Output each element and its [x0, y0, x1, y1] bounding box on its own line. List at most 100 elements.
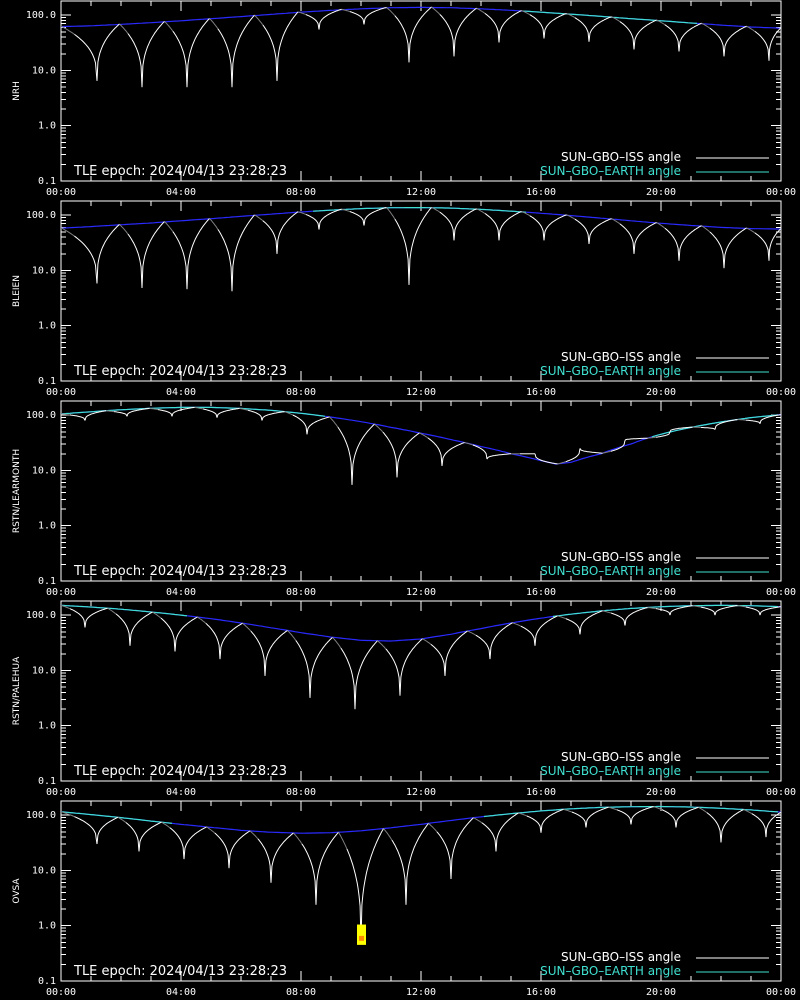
iss-angle-segment	[219, 622, 243, 660]
iss-angle-shadow-segment	[149, 407, 159, 411]
iss-angle-shadow-segment	[608, 806, 618, 811]
iss-angle-segment	[484, 12, 500, 43]
iss-angle-segment	[427, 437, 443, 467]
iss-angle-segment	[183, 826, 207, 860]
iss-angle-segment	[534, 453, 558, 465]
iss-angle-shadow-segment	[164, 20, 174, 32]
iss-angle-shadow-segment	[518, 812, 528, 817]
y-tick-label: 0.1	[38, 576, 56, 587]
iss-angle-shadow-segment	[386, 207, 396, 220]
iss-angle-segment	[574, 17, 590, 42]
x-tick-label: 00:00	[46, 187, 76, 198]
iss-angle-shadow-segment	[341, 8, 351, 13]
iss-angle-segment	[453, 7, 477, 57]
iss-angle-shadow-segment	[209, 218, 219, 230]
x-tick-label: 00:00	[46, 987, 76, 998]
iss-angle-segment	[579, 610, 603, 635]
panel-ovsa: 0.1 1.0 10.0 100.0 00:00 04:00 08:00 12:00 16:00…	[12, 800, 796, 998]
iss-angle-segment	[540, 808, 564, 833]
iss-angle-segment	[720, 809, 744, 843]
iss-angle-segment	[759, 606, 782, 616]
iss-angle-segment	[306, 416, 330, 435]
iss-angle-segment	[160, 617, 176, 652]
y-tick-label: 0.1	[38, 176, 56, 187]
y-tick-label: 1.0	[38, 921, 56, 932]
tle-epoch-text: TLE epoch: 2024/04/13 23:28:23	[73, 564, 287, 579]
legend-iss-label: SUN–GBO–ISS angle	[561, 750, 681, 764]
y-axis-label: BLEIEN	[12, 275, 22, 307]
iss-angle-segment	[616, 809, 632, 825]
iss-angle-segment	[439, 211, 455, 241]
iss-angle-shadow-segment	[383, 828, 393, 841]
iss-angle-shadow-segment	[602, 450, 612, 454]
iss-angle-segment	[340, 647, 356, 710]
iss-angle-shadow-segment	[297, 11, 307, 16]
iss-angle-segment	[171, 406, 195, 417]
iss-angle-segment	[231, 214, 255, 292]
iss-angle-segment	[610, 440, 626, 452]
iss-angle-segment	[394, 218, 410, 285]
iss-angle-segment	[141, 221, 165, 289]
iss-angle-shadow-segment	[293, 832, 303, 845]
iss-angle-segment	[261, 411, 285, 421]
tle-epoch-text: TLE epoch: 2024/04/13 23:28:23	[73, 964, 287, 979]
iss-angle-segment	[585, 806, 609, 828]
iss-angle-segment	[292, 414, 308, 435]
iss-angle-segment	[315, 831, 339, 905]
legend-earth-label: SUN–GBO–EARTH angle	[540, 564, 681, 578]
iss-angle-shadow-segment	[701, 22, 711, 29]
iss-angle-segment	[655, 608, 671, 616]
iss-angle-segment	[96, 23, 120, 81]
iss-angle-segment	[396, 432, 420, 478]
iss-angle-shadow-segment	[287, 630, 297, 641]
iss-angle-segment	[633, 222, 657, 254]
iss-angle-segment	[754, 30, 770, 61]
iss-angle-shadow-segment	[161, 821, 171, 829]
y-axis-label: RSTN/LEARMONTH	[12, 449, 22, 533]
x-tick-label: 00:00	[766, 187, 796, 198]
legend-iss-label: SUN–GBO–ISS angle	[561, 350, 681, 364]
iss-angle-shadow-segment	[431, 206, 441, 213]
iss-angle-segment	[84, 410, 107, 421]
iss-angle-segment	[745, 606, 761, 616]
iss-angle-segment	[354, 640, 378, 710]
iss-angle-segment	[74, 816, 98, 845]
iss-angle-segment	[363, 206, 387, 226]
iss-angle-shadow-segment	[464, 442, 474, 446]
iss-angle-shadow-segment	[746, 25, 756, 32]
iss-angle-segment	[113, 411, 128, 417]
iss-angle-segment	[571, 811, 587, 828]
iss-angle-segment	[318, 8, 342, 30]
iss-angle-shadow-segment	[431, 6, 441, 15]
iss-angle-segment	[172, 231, 188, 290]
iss-angle-segment	[351, 423, 375, 485]
iss-angle-segment	[141, 20, 165, 88]
iss-angle-segment	[301, 843, 317, 905]
iss-angle-segment	[768, 228, 782, 261]
y-axis-label: OVSA	[12, 878, 22, 904]
transit-marker	[357, 924, 366, 945]
iss-angle-segment	[472, 444, 488, 460]
iss-angle-segment	[619, 21, 635, 50]
iss-angle-shadow-segment	[656, 222, 666, 229]
iss-angle-segment	[765, 811, 782, 838]
x-tick-label: 04:00	[166, 987, 196, 998]
x-tick-label: 08:00	[286, 387, 316, 398]
y-tick-label: 0.1	[38, 976, 56, 987]
y-tick-label: 10.0	[32, 665, 56, 676]
iss-angle-shadow-segment	[209, 18, 219, 30]
tle-epoch-text: TLE epoch: 2024/04/13 23:28:23	[73, 164, 287, 179]
iss-angle-shadow-segment	[197, 616, 207, 624]
iss-angle-segment	[129, 611, 153, 646]
iss-angle-shadow-segment	[254, 14, 264, 26]
iss-angle-segment	[363, 6, 387, 25]
iss-angle-segment	[661, 809, 677, 828]
iss-angle-segment	[408, 6, 432, 63]
iss-angle-shadow-segment	[467, 630, 477, 636]
iss-angle-shadow-segment	[557, 461, 567, 465]
x-tick-label: 16:00	[526, 987, 556, 998]
iss-angle-segment	[709, 231, 725, 269]
x-tick-label: 00:00	[766, 387, 796, 398]
x-tick-label: 00:00	[46, 387, 76, 398]
iss-angle-segment	[714, 419, 738, 430]
